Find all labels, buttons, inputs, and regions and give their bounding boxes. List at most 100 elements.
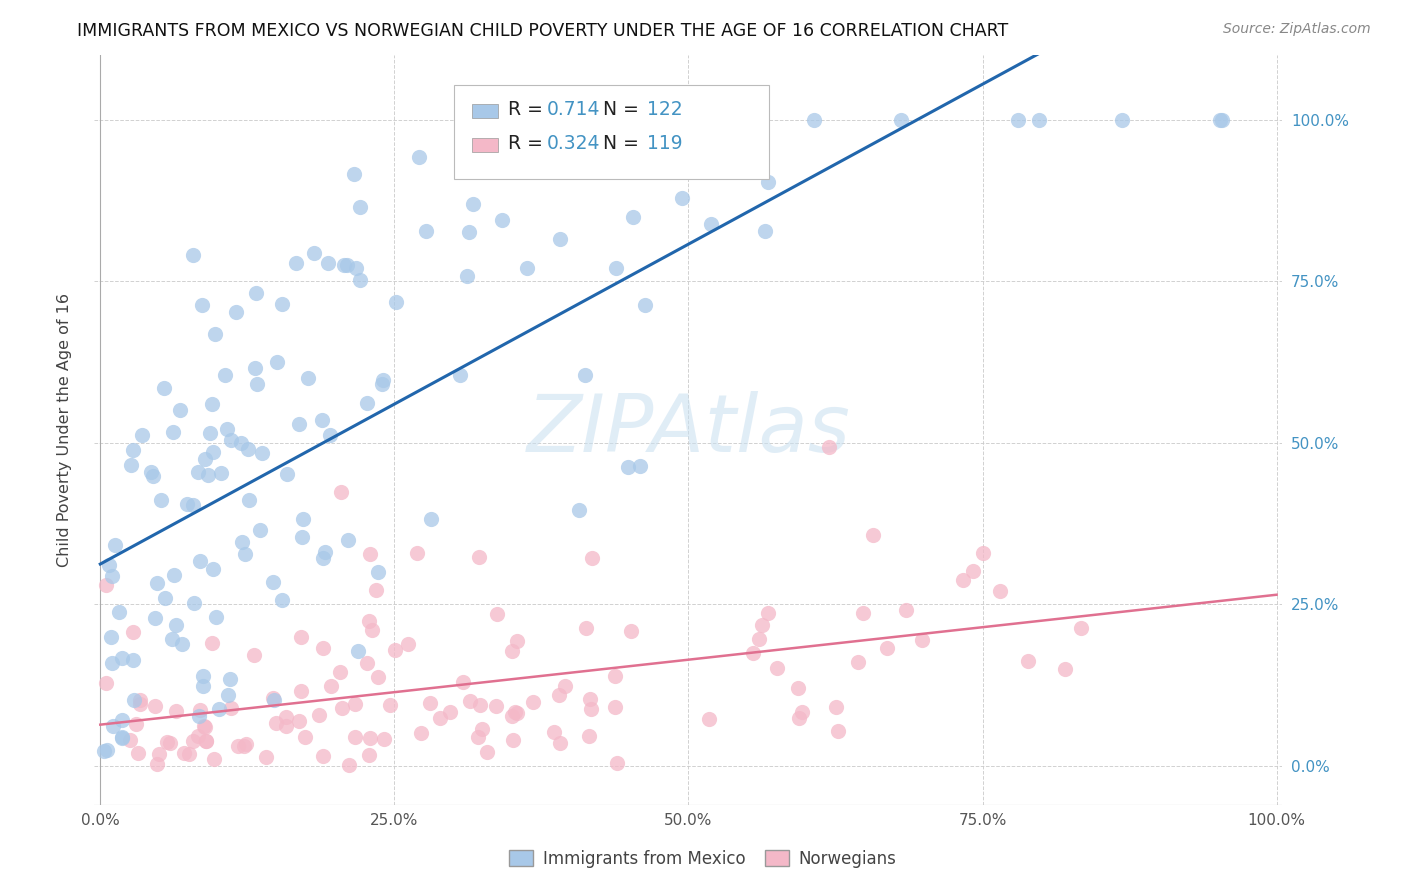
Point [288,417,311,432]
Point [233,547,256,561]
Point [336,533,359,547]
Point [603,669,626,683]
Point [194,720,217,734]
Point [1211,112,1233,127]
Point [408,150,430,164]
Point [551,136,574,151]
Point [458,225,481,239]
Point [485,607,508,622]
Point [302,246,325,260]
Point [202,444,225,458]
Point [148,747,170,762]
Point [1209,112,1232,127]
FancyBboxPatch shape [454,85,769,178]
Point [235,737,257,751]
Bar [472,137,498,152]
Point [458,694,481,708]
Y-axis label: Child Poverty Under the Age of 16: Child Poverty Under the Age of 16 [58,293,72,567]
Point [579,702,602,716]
Point [754,224,776,238]
Point [543,725,565,739]
Point [110,731,132,745]
Point [111,713,134,727]
Point [522,695,544,709]
Point [93,744,115,758]
Point [139,465,162,479]
Point [606,756,628,771]
Point [195,734,218,748]
Point [1017,654,1039,668]
Point [312,640,335,655]
Point [217,688,239,702]
Point [557,158,579,172]
Point [766,661,789,675]
Point [145,757,167,772]
Point [449,368,471,382]
Point [373,732,395,747]
Point [195,733,218,747]
Point [567,153,589,167]
Point [221,701,243,715]
Point [1070,621,1092,635]
Point [319,428,342,442]
Point [218,673,240,687]
Point [202,562,225,576]
Point [155,591,177,605]
Point [467,550,489,565]
Point [620,624,643,638]
Point [254,750,277,764]
Point [94,675,117,690]
Point [204,610,226,624]
Point [339,758,361,772]
Point [361,623,384,637]
Point [129,693,152,707]
Point [862,528,884,542]
Point [548,232,571,246]
Point [502,733,524,747]
Point [330,701,353,715]
Point [292,512,315,526]
Point [270,592,292,607]
Point [122,653,145,667]
Point [364,582,387,597]
Text: N =: N = [603,134,645,153]
Point [634,298,657,312]
Point [574,368,596,382]
Point [803,112,825,127]
Point [98,558,121,573]
Point [100,630,122,644]
Point [264,716,287,731]
Point [457,269,479,284]
Point [201,636,224,650]
Point [145,575,167,590]
Point [191,669,214,683]
Point [243,648,266,663]
Point [245,285,267,300]
Point [429,711,451,725]
Point [700,217,723,231]
Point [356,396,378,410]
Point [108,606,131,620]
Point [817,441,839,455]
Text: 119: 119 [647,134,682,153]
Point [316,255,339,269]
Point [419,696,441,710]
Point [165,618,187,632]
Point [699,713,721,727]
Point [197,468,219,483]
Point [581,551,603,566]
Point [142,469,165,483]
Point [285,255,308,269]
Point [314,545,336,559]
Point [501,644,523,658]
Text: R =: R = [508,134,548,153]
Point [468,698,491,712]
Point [143,699,166,714]
Point [276,467,298,481]
Point [617,459,640,474]
Point [191,297,214,311]
Point [101,657,124,671]
Point [748,632,770,646]
Point [150,492,173,507]
Point [367,566,389,580]
